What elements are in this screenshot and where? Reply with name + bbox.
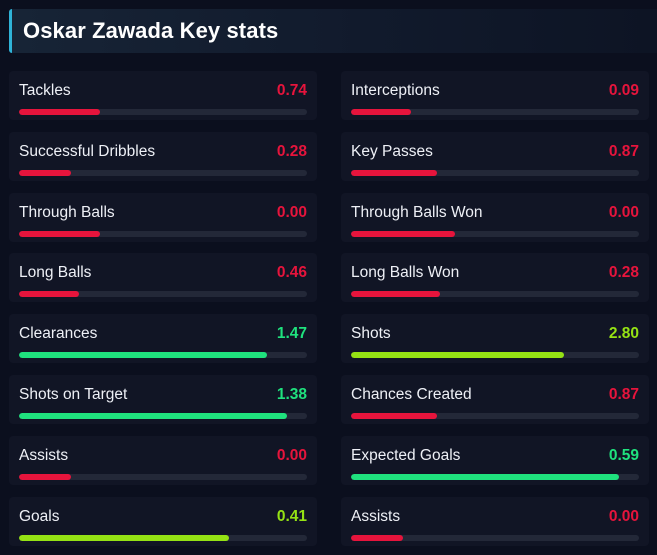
stat-bar-track xyxy=(351,169,639,176)
stat-bar-fill xyxy=(19,291,79,298)
stat-card-tackles: Tackles 0.74 xyxy=(9,71,317,120)
stat-card-clearances: Clearances 1.47 xyxy=(9,314,317,364)
stat-value: 1.38 xyxy=(276,386,307,403)
stat-bar-fill xyxy=(351,230,455,237)
stat-value: 0.87 xyxy=(608,142,639,160)
stat-card-long-balls-won: Long Balls Won 0.28 xyxy=(341,253,649,303)
stat-value: 0.59 xyxy=(608,446,639,464)
stat-value: 1.47 xyxy=(276,325,307,343)
stat-value: 0.00 xyxy=(608,203,639,221)
stat-bar-track xyxy=(351,230,639,237)
stat-bar-fill xyxy=(19,413,287,419)
stat-label: Shots xyxy=(351,325,391,343)
stat-label: Successful Dribbles xyxy=(19,142,156,160)
stat-value: 0.00 xyxy=(276,446,307,464)
stat-value: 0.09 xyxy=(608,82,639,99)
stat-bar-track xyxy=(19,352,307,359)
stat-bar-fill xyxy=(351,534,403,541)
page-title: Oskar Zawada Key stats xyxy=(23,18,279,43)
stat-bar-track xyxy=(351,291,639,298)
stat-label: Interceptions xyxy=(351,82,440,99)
stat-card-chances-created: Chances Created 0.87 xyxy=(341,375,649,424)
stat-bar-fill xyxy=(351,352,564,359)
stat-value: 0.74 xyxy=(276,82,307,99)
stat-bar-fill xyxy=(19,534,229,541)
stat-label: Tackles xyxy=(19,82,71,99)
stat-bar-fill xyxy=(351,169,437,176)
stat-bar-fill xyxy=(351,473,619,480)
stat-value: 0.87 xyxy=(608,386,639,403)
stat-label: Goals xyxy=(19,507,60,525)
stat-bar-track xyxy=(19,169,307,176)
stat-label: Chances Created xyxy=(351,386,472,403)
stat-value: 2.80 xyxy=(608,325,639,343)
stat-card-assists: Assists 0.00 xyxy=(9,435,317,485)
stat-card-goals: Goals 0.41 xyxy=(9,496,317,546)
stat-bar-track xyxy=(19,230,307,237)
stat-card-shots: Shots 2.80 xyxy=(341,314,649,364)
stat-bar-fill xyxy=(19,109,100,115)
stat-bar-track xyxy=(351,534,639,541)
stat-card-successful-dribbles: Successful Dribbles 0.28 xyxy=(9,131,317,181)
stat-bar-track xyxy=(351,473,639,480)
stat-bar-fill xyxy=(19,169,71,176)
stat-bar-fill xyxy=(19,473,71,480)
stat-bar-track xyxy=(351,413,639,419)
stat-label: Assists xyxy=(19,446,69,464)
stat-value: 0.28 xyxy=(276,142,307,160)
stat-value: 0.00 xyxy=(276,203,307,221)
stat-value: 0.46 xyxy=(276,264,307,282)
stat-card-key-passes: Key Passes 0.87 xyxy=(341,131,649,181)
stat-bar-track xyxy=(19,534,307,541)
stat-label: Long Balls xyxy=(19,264,92,282)
stat-label: Expected Goals xyxy=(351,446,461,464)
stat-value: 0.28 xyxy=(608,264,639,282)
stat-bar-fill xyxy=(19,352,267,359)
stat-label: Long Balls Won xyxy=(351,264,460,282)
stat-card-through-balls-won: Through Balls Won 0.00 xyxy=(341,192,649,242)
stat-bar-track xyxy=(19,413,307,419)
stat-card-assists: Assists 0.00 xyxy=(341,496,649,546)
stat-card-expected-goals: Expected Goals 0.59 xyxy=(341,435,649,485)
stat-label: Shots on Target xyxy=(19,386,128,403)
stat-card-interceptions: Interceptions 0.09 xyxy=(341,71,649,120)
stat-bar-fill xyxy=(351,109,411,115)
stat-label: Clearances xyxy=(19,325,98,343)
stat-card-shots-on-target: Shots on Target 1.38 xyxy=(9,375,317,424)
stat-bar-track xyxy=(19,291,307,298)
stats-header: Oskar Zawada Key stats xyxy=(9,9,657,53)
stat-label: Key Passes xyxy=(351,142,433,160)
stat-bar-fill xyxy=(351,291,440,298)
stat-label: Assists xyxy=(351,507,401,525)
stat-card-long-balls: Long Balls 0.46 xyxy=(9,253,317,303)
stat-label: Through Balls xyxy=(19,203,115,221)
stat-bar-fill xyxy=(351,413,437,419)
stat-value: 0.00 xyxy=(608,507,639,525)
stat-label: Through Balls Won xyxy=(351,203,483,221)
stat-card-through-balls: Through Balls 0.00 xyxy=(9,192,317,242)
stat-bar-track xyxy=(351,352,639,359)
stat-bar-fill xyxy=(19,230,100,237)
stat-bar-track xyxy=(19,109,307,115)
stat-bar-track xyxy=(351,109,639,115)
stat-bar-track xyxy=(19,473,307,480)
stat-value: 0.41 xyxy=(276,507,307,525)
